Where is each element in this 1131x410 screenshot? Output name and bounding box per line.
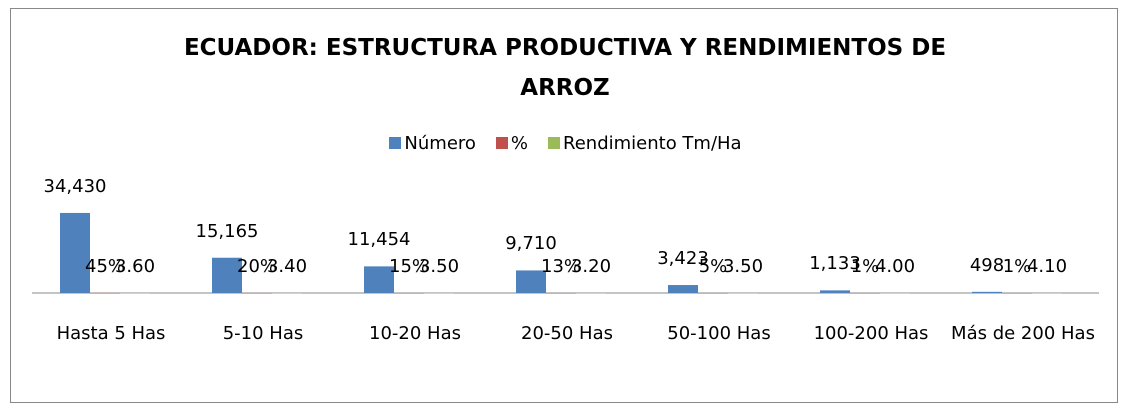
bar bbox=[272, 292, 302, 294]
data-label: 1% bbox=[1002, 255, 1032, 277]
bar bbox=[576, 292, 606, 294]
bar bbox=[850, 292, 880, 294]
data-label: 15% bbox=[388, 255, 430, 277]
legend-item: Rendimiento Tm/Ha bbox=[548, 133, 742, 154]
bar bbox=[424, 292, 454, 294]
legend-label: Rendimiento Tm/Ha bbox=[563, 133, 742, 154]
legend-item: Número bbox=[389, 133, 476, 154]
legend-label: % bbox=[510, 133, 529, 154]
data-label: 34,430 bbox=[43, 175, 107, 197]
x-tick-label: 20-50 Has bbox=[521, 323, 613, 344]
bar bbox=[394, 292, 424, 294]
data-label: 1,133 bbox=[809, 253, 861, 275]
data-label: 3.50 bbox=[418, 255, 460, 277]
bar bbox=[728, 292, 758, 294]
chart-border bbox=[10, 8, 1118, 403]
bar bbox=[668, 285, 698, 293]
bar bbox=[546, 292, 576, 294]
data-label: 3.40 bbox=[266, 255, 308, 277]
bar bbox=[1002, 292, 1032, 294]
data-label: 11,454 bbox=[347, 229, 411, 251]
bar bbox=[698, 292, 728, 294]
data-label: 3.60 bbox=[114, 255, 156, 277]
bar bbox=[120, 292, 150, 294]
bar bbox=[820, 290, 850, 293]
legend-swatch bbox=[548, 137, 561, 149]
data-label: 13% bbox=[540, 255, 582, 277]
x-tick-label: Más de 200 Has bbox=[951, 323, 1095, 344]
bar bbox=[364, 266, 394, 293]
data-label: 3.50 bbox=[722, 255, 764, 277]
legend: Número% Rendimiento Tm/Ha bbox=[0, 133, 1131, 154]
bar bbox=[880, 292, 910, 294]
data-label: 45% bbox=[84, 255, 126, 277]
chart-title: ECUADOR: ESTRUCTURA PRODUCTIVA Y RENDIMI… bbox=[183, 35, 947, 101]
x-tick-label: Hasta 5 Has bbox=[56, 323, 166, 344]
data-label: 5% bbox=[698, 255, 728, 277]
x-tick-label: 50-100 Has bbox=[667, 323, 771, 344]
legend-item: % bbox=[495, 133, 529, 154]
legend-swatch bbox=[495, 137, 508, 149]
x-tick-label: 100-200 Has bbox=[813, 323, 929, 344]
bar bbox=[516, 270, 546, 293]
data-label: 20% bbox=[236, 255, 278, 277]
x-tick-label: 10-20 Has bbox=[369, 323, 461, 344]
data-label: 1% bbox=[850, 255, 880, 277]
data-label: 15,165 bbox=[195, 220, 259, 242]
bar bbox=[1032, 292, 1062, 294]
bar bbox=[212, 257, 242, 293]
data-label: 9,710 bbox=[505, 233, 557, 255]
bar bbox=[60, 212, 90, 293]
bar bbox=[972, 291, 1002, 293]
legend-swatch bbox=[389, 137, 402, 149]
data-label: 3.20 bbox=[570, 255, 612, 277]
x-tick-label: 5-10 Has bbox=[222, 323, 304, 344]
data-label: 498 bbox=[969, 254, 1005, 276]
data-label: 3,423 bbox=[657, 248, 709, 270]
legend-label: Número bbox=[404, 133, 476, 154]
bar bbox=[90, 292, 120, 294]
data-label: 4.10 bbox=[1026, 255, 1068, 277]
bar bbox=[242, 292, 272, 294]
data-label: 4.00 bbox=[874, 255, 916, 277]
